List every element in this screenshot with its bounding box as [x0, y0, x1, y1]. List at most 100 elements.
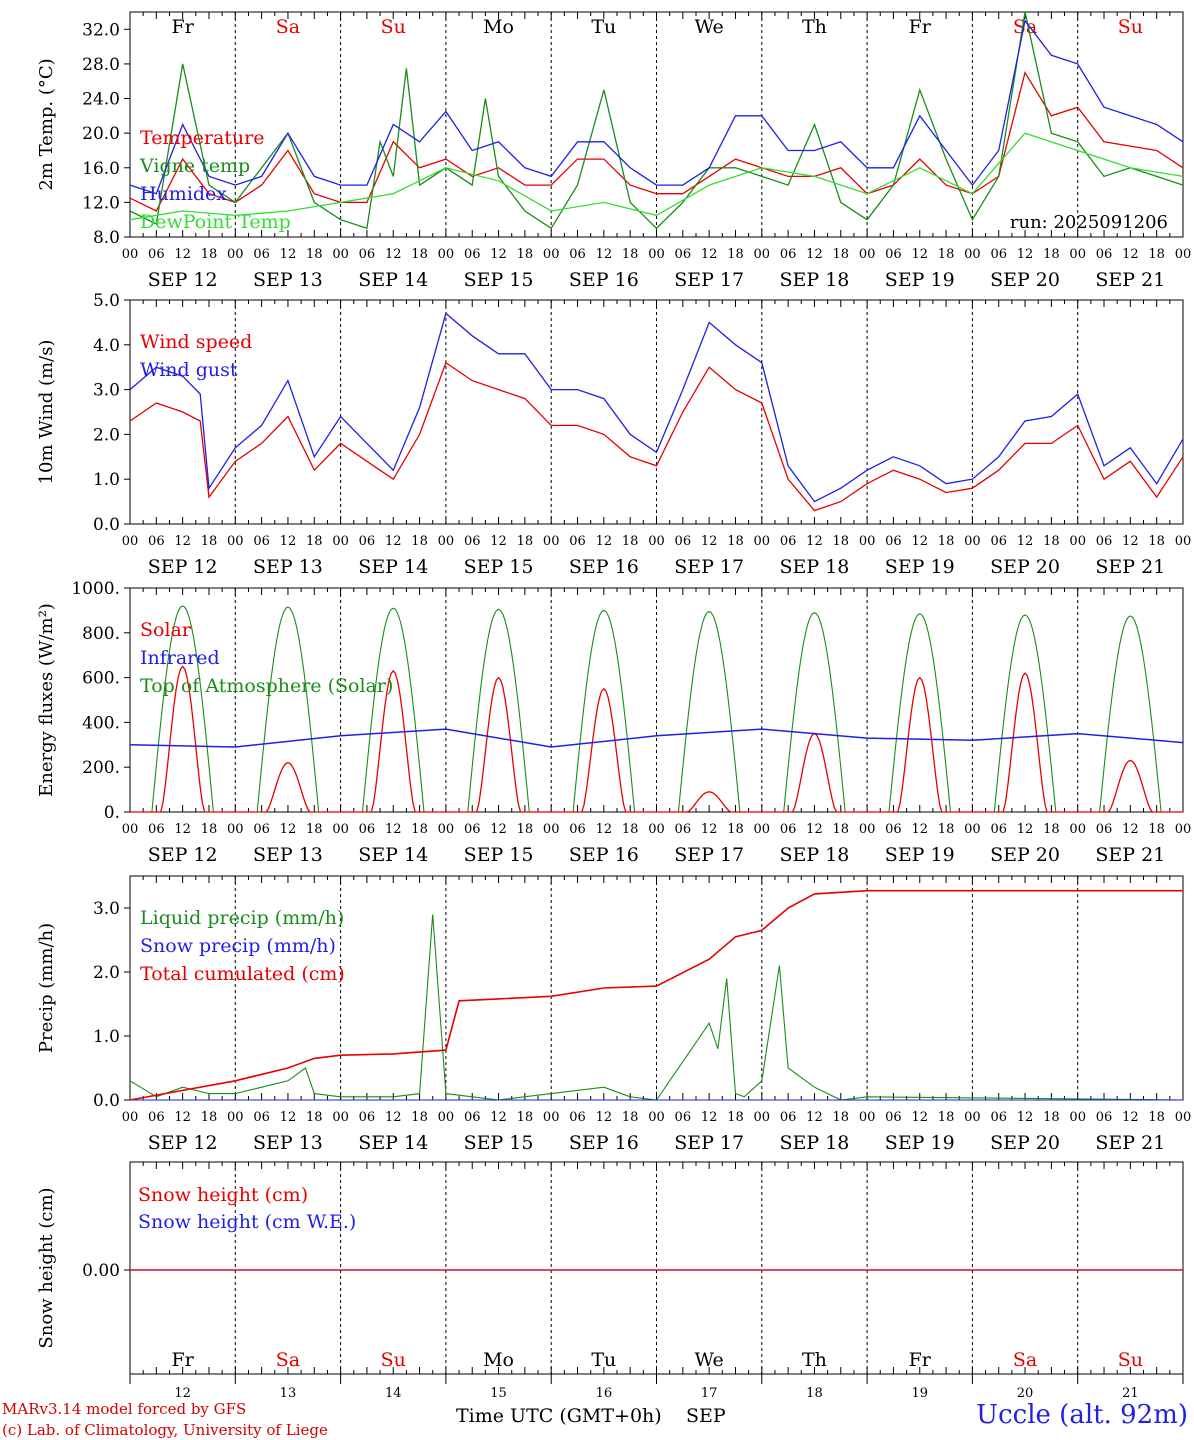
hour-tick-label: 12 — [596, 534, 613, 549]
hour-tick-label: 00 — [964, 822, 981, 837]
date-label: SEP 17 — [674, 1132, 744, 1154]
date-label: SEP 16 — [569, 844, 639, 866]
hour-tick-label: 06 — [569, 247, 586, 262]
hour-tick-label: 18 — [727, 247, 744, 262]
date-label: SEP 12 — [148, 269, 218, 291]
hour-tick-label: 00 — [227, 822, 244, 837]
day-name-label: Sa — [276, 16, 300, 38]
hour-tick-label: 00 — [227, 247, 244, 262]
hour-tick-label: 18 — [411, 822, 428, 837]
hour-tick-label: 00 — [332, 1110, 349, 1125]
hour-tick-label: 18 — [938, 1110, 955, 1125]
hour-tick-label: 00 — [648, 534, 665, 549]
toa-solar-line — [656, 610, 762, 813]
hour-tick-label: 18 — [1148, 247, 1165, 262]
station-label: Uccle (alt. 92m) — [976, 1400, 1188, 1430]
date-label: SEP 13 — [253, 269, 323, 291]
date-label: SEP 20 — [990, 556, 1060, 578]
hour-tick-label: 12 — [596, 822, 613, 837]
copyright-credit: (c) Lab. of Climatology, University of L… — [2, 1421, 328, 1439]
date-label: SEP 20 — [990, 1132, 1060, 1154]
hour-tick-label: 00 — [754, 822, 771, 837]
hour-tick-label: 06 — [569, 534, 586, 549]
hour-tick-label: 06 — [990, 1110, 1007, 1125]
hour-tick-label: 12 — [385, 1110, 402, 1125]
toa-solar-line — [867, 613, 973, 813]
snow-legend-label: Snow height (cm W.E.) — [138, 1211, 356, 1233]
day-name-label: Sa — [276, 1349, 300, 1371]
hour-tick-label: 06 — [569, 1110, 586, 1125]
hour-tick-label: 00 — [332, 247, 349, 262]
date-label: SEP 19 — [885, 556, 955, 578]
date-label: SEP 20 — [990, 269, 1060, 291]
hour-tick-label: 12 — [280, 247, 297, 262]
hour-tick-label: 00 — [438, 534, 455, 549]
hour-tick-label: 12 — [806, 822, 823, 837]
hour-tick-label: 06 — [990, 534, 1007, 549]
hour-tick-label: 18 — [833, 1110, 850, 1125]
hour-tick-label: 00 — [1175, 534, 1192, 549]
temp-legend-label: Temperature — [140, 127, 264, 149]
solar-line — [1077, 759, 1183, 813]
hour-tick-label: 06 — [569, 822, 586, 837]
panel-frame — [129, 299, 1184, 525]
y-tick-label: 0.0 — [93, 515, 120, 535]
hour-tick-label: 18 — [201, 1110, 218, 1125]
hour-tick-label: 00 — [1175, 822, 1192, 837]
date-label: SEP 18 — [780, 1132, 850, 1154]
date-label: SEP 21 — [1095, 556, 1165, 578]
hour-tick-label: 06 — [780, 534, 797, 549]
date-label: SEP 16 — [569, 556, 639, 578]
precip-legend-label: Liquid precip (mm/h) — [140, 907, 344, 929]
bottom-day-number: 18 — [806, 1386, 823, 1401]
date-label: SEP 15 — [464, 269, 534, 291]
temp-series-line — [129, 70, 1184, 212]
date-label: SEP 17 — [674, 269, 744, 291]
y-axis-label: Precip (mm/h) — [36, 923, 57, 1053]
hour-tick-label: 06 — [359, 1110, 376, 1125]
hour-tick-label: 12 — [1017, 822, 1034, 837]
hour-tick-label: 18 — [411, 534, 428, 549]
hour-tick-label: 18 — [938, 247, 955, 262]
date-label: SEP 15 — [464, 1132, 534, 1154]
day-name-label: Tu — [591, 16, 616, 38]
y-tick-label: 600. — [82, 669, 120, 689]
hour-tick-label: 18 — [727, 1110, 744, 1125]
hour-tick-label: 18 — [1043, 822, 1060, 837]
hour-tick-label: 12 — [280, 822, 297, 837]
hour-tick-label: 06 — [359, 534, 376, 549]
hour-tick-label: 06 — [675, 247, 692, 262]
hour-tick-label: 00 — [543, 1110, 560, 1125]
hour-tick-label: 06 — [885, 822, 902, 837]
y-tick-label: 24.0 — [82, 90, 120, 110]
hour-tick-label: 00 — [859, 534, 876, 549]
hour-tick-label: 18 — [833, 534, 850, 549]
solar-line — [235, 761, 341, 813]
temp-series-line — [129, 132, 1184, 221]
hour-tick-label: 12 — [1017, 1110, 1034, 1125]
hour-tick-label: 18 — [306, 534, 323, 549]
solar-line — [130, 665, 236, 813]
hour-tick-label: 00 — [859, 1110, 876, 1125]
y-tick-label: 5.0 — [93, 291, 120, 311]
toa-solar-line — [972, 614, 1078, 813]
date-label: SEP 12 — [148, 844, 218, 866]
hour-tick-label: 12 — [911, 247, 928, 262]
hour-tick-label: 00 — [1069, 1110, 1086, 1125]
hour-tick-label: 00 — [438, 1110, 455, 1125]
toa-solar-line — [1077, 615, 1183, 813]
day-name-label: Su — [381, 16, 406, 38]
date-label: SEP 21 — [1095, 1132, 1165, 1154]
run-label: run: 2025091206 — [1010, 212, 1168, 233]
toa-solar-line — [761, 611, 868, 813]
hour-tick-label: 12 — [1122, 822, 1139, 837]
solar-line — [340, 669, 446, 813]
hour-tick-label: 00 — [122, 247, 139, 262]
hour-tick-label: 06 — [148, 822, 165, 837]
hour-tick-label: 00 — [122, 822, 139, 837]
hour-tick-label: 12 — [1122, 1110, 1139, 1125]
day-name-label: Th — [802, 16, 827, 38]
hour-tick-label: 06 — [253, 534, 270, 549]
hour-tick-label: 00 — [648, 822, 665, 837]
hour-tick-label: 00 — [859, 822, 876, 837]
